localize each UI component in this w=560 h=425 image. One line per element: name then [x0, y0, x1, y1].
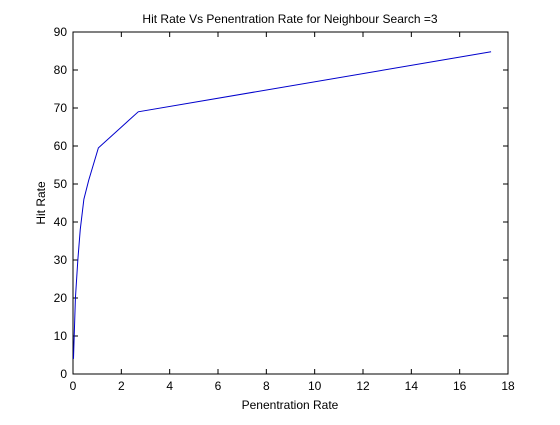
y-axis-ticks: 0 10 20 30 40 50 60 70 80 90	[54, 25, 508, 381]
y-tick-label: 60	[54, 139, 68, 153]
x-tick-label: 6	[215, 379, 222, 393]
x-tick-label: 4	[166, 379, 173, 393]
x-tick-label: 2	[118, 379, 125, 393]
x-tick-label: 14	[405, 379, 419, 393]
x-tick-label: 8	[263, 379, 270, 393]
y-tick-label: 90	[54, 25, 68, 39]
x-tick-label: 10	[308, 379, 322, 393]
y-tick-label: 10	[54, 329, 68, 343]
x-tick-label: 12	[356, 379, 370, 393]
plot-area	[72, 31, 509, 375]
chart-title: Hit Rate Vs Penentration Rate for Neighb…	[142, 12, 437, 26]
x-tick-label: 16	[453, 379, 467, 393]
y-axis-label: Hit Rate	[34, 181, 48, 225]
y-tick-label: 30	[54, 253, 68, 267]
y-tick-label: 20	[54, 291, 68, 305]
y-tick-label: 50	[54, 177, 68, 191]
y-tick-label: 80	[54, 63, 68, 77]
x-tick-label: 18	[501, 379, 515, 393]
x-axis-ticks: 0 2 4 6 8 10 12 14 16 18	[70, 32, 515, 393]
y-tick-label: 0	[60, 367, 67, 381]
y-tick-label: 70	[54, 101, 68, 115]
y-tick-label: 40	[54, 215, 68, 229]
series-line	[72, 51, 492, 359]
series-layer	[72, 51, 492, 359]
x-axis-label: Penentration Rate	[242, 398, 339, 412]
x-tick-label: 0	[70, 379, 77, 393]
